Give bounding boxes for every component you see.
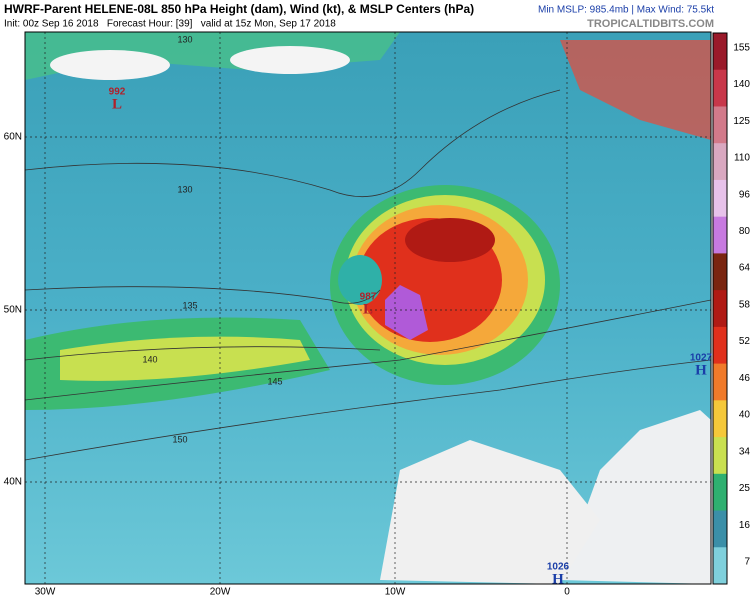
eye-area xyxy=(338,255,382,305)
contour-label: 135 xyxy=(182,300,197,310)
colorbar-label: 46 xyxy=(739,373,751,384)
colorbar-swatch xyxy=(713,290,727,328)
graticule xyxy=(25,32,711,584)
center-pressure: 1026 xyxy=(547,562,570,573)
colorbar-label: 80 xyxy=(739,226,751,237)
land xyxy=(380,440,600,584)
center-symbol: L xyxy=(112,96,122,112)
wind-band xyxy=(25,32,400,80)
colorbar-swatch xyxy=(713,510,727,548)
center-symbol: H xyxy=(552,571,564,587)
colorbar-swatch xyxy=(713,473,727,512)
contour-label: 130 xyxy=(177,34,192,44)
colorbar-swatch xyxy=(713,179,727,218)
clear-area xyxy=(230,46,350,74)
height-contours xyxy=(24,89,712,461)
center-pressure: 1027 xyxy=(690,353,713,364)
colorbar-label: 25 xyxy=(739,483,751,494)
land xyxy=(560,410,711,584)
colorbar-swatch xyxy=(713,69,727,107)
colorbar-label: 125 xyxy=(733,116,750,127)
colorbar-label: 155 xyxy=(733,42,750,53)
center-pressure: 992 xyxy=(109,87,126,98)
subtitle: Init: 00z Sep 16 2018 Forecast Hour: [39… xyxy=(4,19,336,30)
colorbar-swatch xyxy=(713,437,727,475)
colorbar-label: 16 xyxy=(739,520,751,531)
lon-label: 10W xyxy=(385,587,406,598)
colorbar-swatch xyxy=(713,106,727,144)
stats: Min MSLP: 985.4mb | Max Wind: 75.5kt xyxy=(538,5,714,16)
wind-band xyxy=(560,40,711,140)
storm-core xyxy=(385,285,428,340)
colorbar-swatch xyxy=(713,363,727,401)
contour-label: 130 xyxy=(177,184,192,194)
center-pressure: 987 xyxy=(360,292,377,303)
jet xyxy=(60,336,310,381)
clear-area xyxy=(50,50,170,80)
contour-label: 140 xyxy=(142,354,157,364)
colorbar-label: 7 xyxy=(744,557,750,568)
map-labels: 60N 50N 40N 30W 20W 10W 0 130 135 140 145 150 130 992… xyxy=(4,34,713,597)
lon-label: 20W xyxy=(210,587,231,598)
colorbar-label: 64 xyxy=(739,263,751,274)
lon-label: 0 xyxy=(564,587,570,598)
colorbar-swatch xyxy=(713,216,727,254)
colorbar-label: 140 xyxy=(733,79,750,90)
colorbar-swatch xyxy=(713,326,727,365)
center-symbol: L xyxy=(363,301,373,317)
frame xyxy=(24,31,712,585)
title: HWRF-Parent HELENE-08L 850 hPa Height (d… xyxy=(4,2,474,16)
center-symbol: H xyxy=(695,362,707,378)
colorbar-label: 34 xyxy=(739,446,751,457)
colorbar-label: 96 xyxy=(739,189,751,200)
lat-label: 60N xyxy=(4,132,22,143)
colorbar-label: 40 xyxy=(739,410,751,421)
lat-label: 40N xyxy=(4,477,22,488)
site: TROPICALTIDBITS.COM xyxy=(587,18,714,30)
storm xyxy=(405,218,495,262)
contour-label: 145 xyxy=(267,376,282,386)
colorbar-swatch xyxy=(713,143,727,181)
lon-label: 30W xyxy=(35,587,56,598)
colorbar-swatch xyxy=(713,400,727,438)
colorbar-swatch xyxy=(713,253,727,291)
contour-label: 150 xyxy=(172,434,187,444)
map xyxy=(24,31,712,585)
colorbar-label: 58 xyxy=(739,299,751,310)
colorbar-label: 110 xyxy=(734,153,750,164)
lat-label: 50N xyxy=(4,305,22,316)
colorbar-swatch xyxy=(713,547,727,585)
colorbar-swatch xyxy=(713,33,727,71)
colorbar-frame xyxy=(712,32,728,585)
colorbar-label: 52 xyxy=(739,336,751,347)
colorbar: 155 140 125 110 96 80 64 58 52 46 40 34 25 16 7 xyxy=(712,32,751,585)
